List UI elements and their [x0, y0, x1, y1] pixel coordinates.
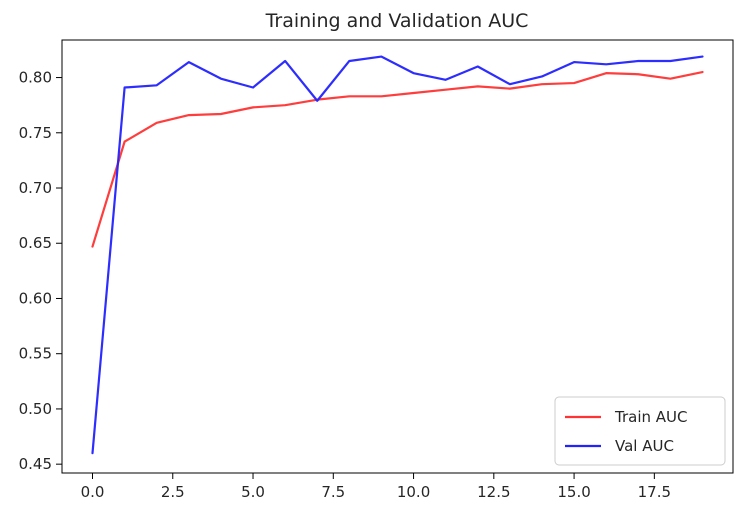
x-tick-label: 5.0	[241, 483, 265, 501]
x-tick-label: 2.5	[161, 483, 185, 501]
y-tick-label: 0.65	[19, 234, 52, 252]
x-tick-label: 10.0	[397, 483, 430, 501]
series-layer	[91, 55, 704, 455]
y-tick-label: 0.80	[19, 69, 52, 87]
series-line-train-auc	[91, 70, 704, 248]
axes-layer: 0.0 2.5 5.0 7.5 10.0 12.5 15.0 17.5 0.45 0.50 0.55…	[19, 69, 671, 501]
y-tick-label: 0.75	[19, 124, 52, 142]
chart-title: Training and Validation AUC	[265, 10, 529, 32]
x-tick-label: 17.5	[638, 483, 671, 501]
x-tick-label: 7.5	[321, 483, 345, 501]
legend-box	[554, 396, 726, 466]
x-tick-label: 0.0	[81, 483, 105, 501]
y-tick-label: 0.45	[19, 455, 52, 473]
y-tick-label: 0.70	[19, 179, 52, 197]
y-tick-label: 0.50	[19, 400, 52, 418]
y-tick-label: 0.60	[19, 289, 52, 307]
series-line-val-auc	[91, 55, 704, 455]
legend-label: Train AUC	[614, 408, 687, 426]
plot-area-frame	[61, 39, 734, 474]
x-tick-label: 15.0	[557, 483, 590, 501]
x-tick-label: 12.5	[477, 483, 510, 501]
legend-label: Val AUC	[615, 437, 674, 455]
legend: Train AUC Val AUC	[554, 396, 726, 466]
y-tick-label: 0.55	[19, 345, 52, 363]
